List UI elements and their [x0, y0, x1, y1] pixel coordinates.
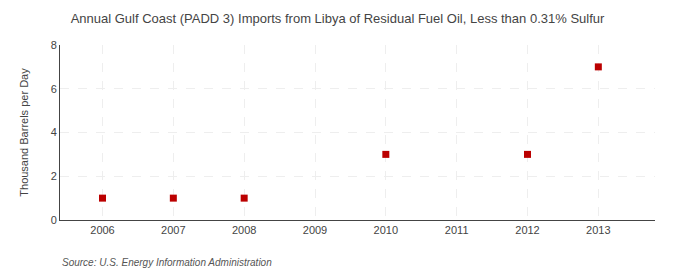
- svg-text:2009: 2009: [303, 224, 327, 236]
- svg-text:2007: 2007: [161, 224, 185, 236]
- svg-text:Source: U.S. Energy Informatio: Source: U.S. Energy Information Administ…: [62, 257, 272, 268]
- svg-text:6: 6: [51, 83, 57, 95]
- svg-text:4: 4: [51, 126, 57, 138]
- svg-text:2013: 2013: [586, 224, 610, 236]
- svg-text:2010: 2010: [374, 224, 398, 236]
- svg-text:Annual Gulf Coast (PADD 3) Imp: Annual Gulf Coast (PADD 3) Imports from …: [71, 11, 605, 26]
- svg-text:0: 0: [51, 214, 57, 226]
- svg-text:2011: 2011: [445, 224, 469, 236]
- svg-text:2: 2: [51, 170, 57, 182]
- svg-text:8: 8: [51, 39, 57, 51]
- svg-text:2012: 2012: [515, 224, 539, 236]
- svg-text:2006: 2006: [90, 224, 114, 236]
- svg-text:2008: 2008: [232, 224, 256, 236]
- svg-text:Thousand Barrels per Day: Thousand Barrels per Day: [18, 68, 30, 197]
